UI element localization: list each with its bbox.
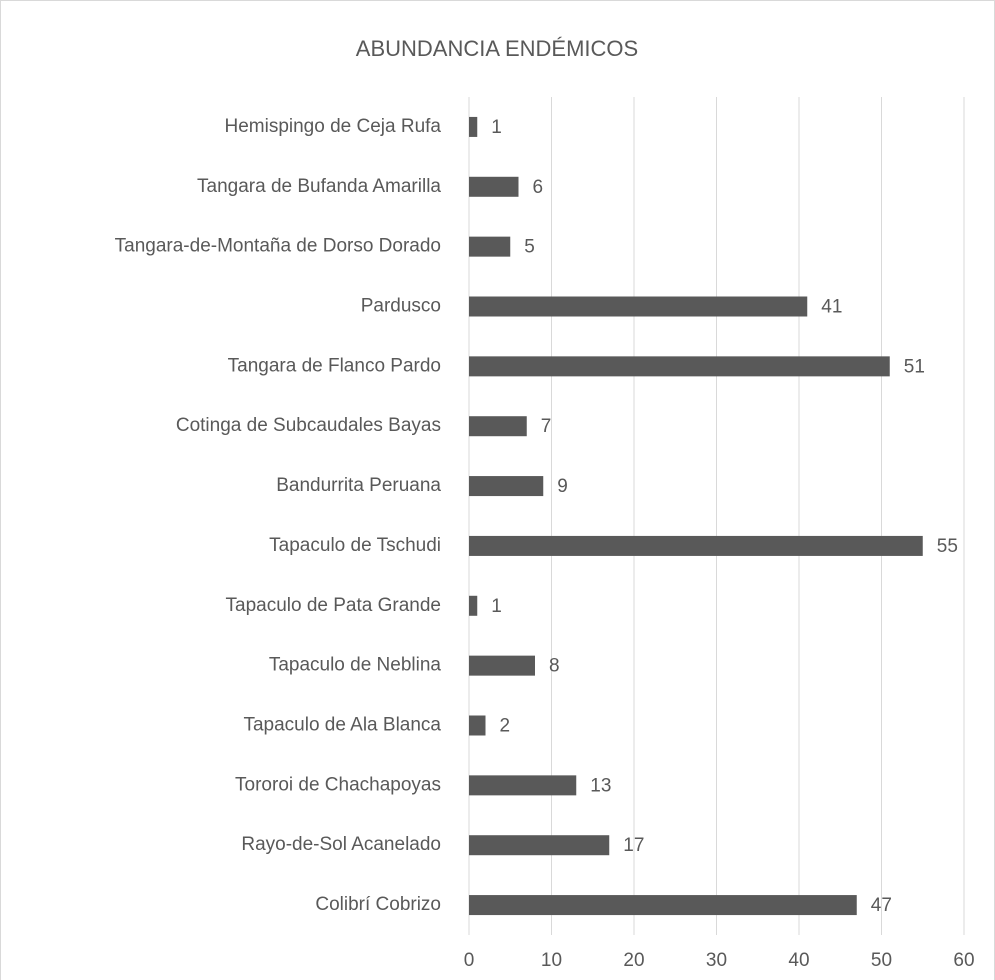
- bar: [469, 116, 478, 137]
- bar: [469, 895, 857, 916]
- bar: [469, 595, 478, 616]
- data-label: 2: [500, 716, 511, 737]
- data-label: 8: [549, 656, 560, 677]
- x-tick-label: 10: [541, 950, 562, 971]
- y-tick-label: Tangara-de-Montaña de Dorso Dorado: [115, 236, 441, 257]
- bar: [469, 356, 890, 377]
- data-label: 5: [524, 237, 535, 258]
- data-label: 55: [937, 536, 958, 557]
- x-tick-label: 60: [953, 950, 974, 971]
- bar: [469, 655, 535, 676]
- bar: [469, 416, 527, 437]
- bar: [469, 476, 544, 497]
- y-tick-label: Tapaculo de Ala Blanca: [243, 715, 441, 736]
- y-tick-label: Cotinga de Subcaudales Bayas: [176, 415, 441, 436]
- chart-title: ABUNDANCIA ENDÉMICOS: [356, 36, 638, 61]
- y-tick-label: Pardusco: [361, 296, 441, 317]
- bar: [469, 296, 808, 317]
- y-tick-label: Tororoi de Chachapoyas: [235, 774, 441, 795]
- x-tick-label: 50: [871, 950, 892, 971]
- x-tick-label: 30: [706, 950, 727, 971]
- data-label: 17: [623, 835, 644, 856]
- bar: [469, 176, 519, 197]
- bar: [469, 236, 511, 257]
- data-label: 6: [533, 177, 544, 198]
- y-tick-label: Tapaculo de Pata Grande: [226, 595, 442, 616]
- x-tick-label: 0: [464, 950, 475, 971]
- bar: [469, 775, 577, 796]
- data-label: 47: [871, 895, 892, 916]
- data-label: 13: [590, 775, 611, 796]
- bar: [469, 715, 486, 736]
- x-tick-label: 20: [623, 950, 644, 971]
- y-tick-label: Tangara de Bufanda Amarilla: [197, 176, 441, 197]
- y-tick-label: Tapaculo de Tschudi: [269, 535, 441, 556]
- y-tick-label: Tangara de Flanco Pardo: [228, 355, 441, 376]
- data-label: 1: [491, 117, 502, 138]
- data-label: 51: [904, 356, 925, 377]
- data-label: 7: [541, 416, 552, 437]
- y-tick-label: Rayo-de-Sol Acanelado: [241, 834, 441, 855]
- data-label: 9: [557, 476, 568, 497]
- data-label: 1: [491, 596, 502, 617]
- y-tick-label: Hemispingo de Ceja Rufa: [224, 116, 441, 137]
- y-tick-label: Tapaculo de Neblina: [269, 655, 442, 676]
- y-tick-label: Colibrí Cobrizo: [315, 894, 441, 915]
- x-tick-label: 40: [788, 950, 809, 971]
- data-label: 41: [821, 297, 842, 318]
- bar: [469, 535, 923, 556]
- bar: [469, 835, 610, 856]
- y-tick-label: Bandurrita Peruana: [276, 475, 441, 496]
